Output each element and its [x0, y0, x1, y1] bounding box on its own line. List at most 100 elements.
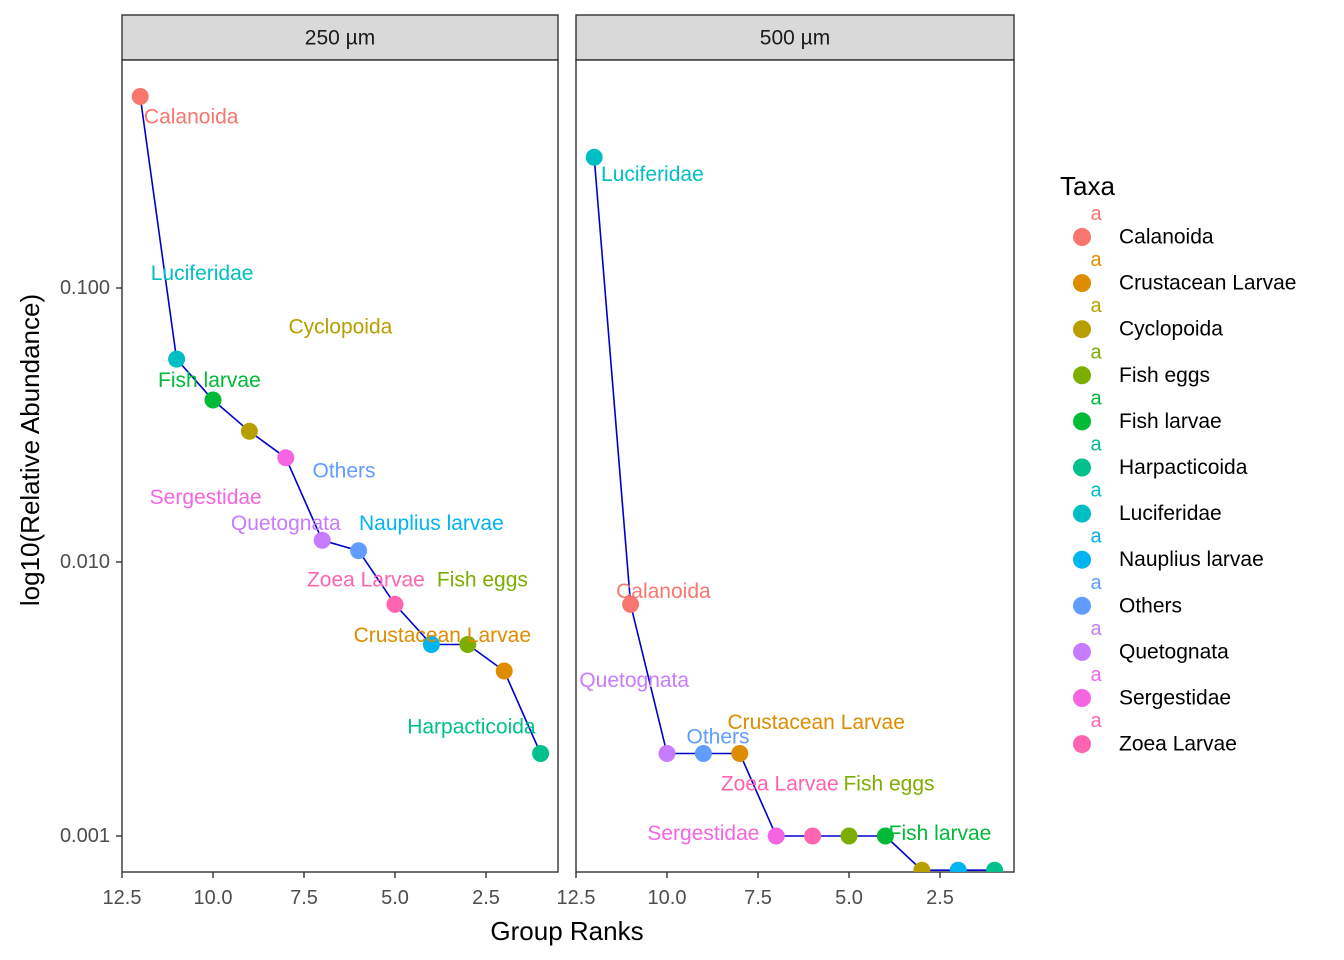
- point-others-250-m: [350, 542, 368, 560]
- point-crustacean-larvae-250-m: [495, 662, 513, 680]
- point-label-zoea-larvae-500-m: Zoea Larvae: [721, 772, 839, 795]
- y-tick-label-0: 0.100: [60, 277, 110, 299]
- legend-key-glyph-others: a: [1090, 572, 1102, 594]
- strip-500um: [575, 14, 1015, 61]
- point-label-sergestidae-500-m: Sergestidae: [647, 822, 759, 845]
- legend-entry-cyclopoida: a Cyclopoida: [1073, 295, 1223, 341]
- point-label-crustacean-larvae-250-m: Crustacean Larvae: [354, 624, 531, 647]
- point-fish-eggs-500-m: [840, 827, 858, 845]
- point-label-fish-larvae-250-m: Fish larvae: [158, 369, 261, 392]
- plot-area-250um: [121, 59, 559, 873]
- legend-entry-fish-larvae: a Fish larvae: [1073, 387, 1222, 433]
- point-zoea-larvae-500-m: [804, 827, 822, 845]
- legend-swatch-quetognata: [1073, 642, 1091, 661]
- legend-label-harpacticoida: Harpacticoida: [1119, 456, 1248, 479]
- y-axis-title: log10(Relative Abundance): [15, 294, 45, 606]
- point-label-others-250-m: Others: [312, 459, 375, 482]
- point-fish-larvae-250-m: [204, 391, 222, 409]
- legend-key-glyph-fish-eggs: a: [1090, 341, 1102, 363]
- point-quetognata-500-m: [658, 745, 676, 762]
- x-tick-label-500-m-4: 2.5: [926, 887, 954, 909]
- legend-swatch-others: [1073, 596, 1091, 615]
- point-quetognata-250-m: [313, 531, 331, 549]
- legend-swatch-harpacticoida: [1073, 458, 1091, 477]
- panel-clip-250-m: Calanoida Luciferidae Cyclopoida Fish larva…: [131, 88, 550, 762]
- legend-entry-nauplius-larvae: a Nauplius larvae: [1073, 526, 1264, 571]
- point-nauplius-larvae-250-m: [422, 636, 440, 653]
- legend-entry-others: a Others: [1073, 572, 1182, 617]
- y-tick-label-2: 0.001: [60, 825, 110, 847]
- point-harpacticoida-500-m: [986, 861, 1004, 872]
- x-tick-label-250-m-1: 10.0: [194, 887, 233, 909]
- point-label-fish-larvae-500-m: Fish larvae: [889, 822, 992, 845]
- point-label-cyclopoida-250-m: Cyclopoida: [288, 316, 392, 339]
- point-label-luciferidae-250-m: Luciferidae: [151, 262, 254, 285]
- legend-swatch-crustacean-larvae: [1073, 274, 1091, 293]
- point-label-calanoida-250-m: Calanoida: [144, 106, 239, 129]
- x-tick-label-250-m-2: 7.5: [290, 887, 318, 909]
- legend-label-fish-larvae: Fish larvae: [1119, 410, 1222, 433]
- point-label-fish-eggs-500-m: Fish eggs: [843, 772, 934, 795]
- legend-label-quetognata: Quetognata: [1119, 640, 1229, 663]
- strip-label-250um: 250 µm: [305, 27, 375, 50]
- point-fish-eggs-250-m: [459, 636, 477, 653]
- legend-key-glyph-nauplius-larvae: a: [1090, 526, 1102, 548]
- legend-swatch-luciferidae: [1073, 504, 1091, 523]
- axes: 12.5 10.0 7.5 5.0 2.5 12.5 10.0 7.5 5.0 2.5 0.100 0…: [60, 277, 954, 909]
- legend-title: Taxa: [1060, 171, 1115, 201]
- point-label-luciferidae-500-m: Luciferidae: [601, 163, 704, 186]
- legend-entry-calanoida: a Calanoida: [1073, 203, 1214, 249]
- panel-500um-marks: Luciferidae Calanoida Quetognata Crustacean…: [579, 148, 1004, 872]
- legend-swatch-fish-larvae: [1073, 412, 1091, 431]
- legend-key-glyph-zoea-larvae: a: [1090, 710, 1102, 732]
- legend-key-glyph-cyclopoida: a: [1090, 295, 1102, 317]
- panel-500um: 500 µm Luciferidae Calanoida Quetognata Cru…: [575, 14, 1015, 873]
- point-cyclopoida-250-m: [240, 422, 258, 440]
- legend-label-zoea-larvae: Zoea Larvae: [1119, 733, 1237, 756]
- point-luciferidae-500-m: [585, 148, 603, 166]
- legend-swatch-fish-eggs: [1073, 366, 1091, 385]
- point-zoea-larvae-250-m: [386, 595, 404, 613]
- point-label-quetognata-500-m: Quetognata: [579, 669, 689, 692]
- point-label-fish-eggs-250-m: Fish eggs: [437, 568, 528, 591]
- point-luciferidae-250-m: [168, 350, 186, 368]
- legend: Taxa a Calanoida a Crustacean Larvae a Cyclop…: [1060, 171, 1296, 756]
- legend-label-calanoida: Calanoida: [1119, 226, 1214, 249]
- point-label-others-500-m: Others: [686, 725, 749, 748]
- legend-label-sergestidae: Sergestidae: [1119, 687, 1231, 710]
- x-tick-label-500-m-0: 12.5: [557, 887, 596, 909]
- strip-250um: [121, 14, 559, 61]
- point-nauplius-larvae-500-m: [949, 861, 967, 872]
- legend-swatch-calanoida: [1073, 228, 1091, 246]
- legend-label-luciferidae: Luciferidae: [1119, 502, 1222, 525]
- point-label-harpacticoida-250-m: Harpacticoida: [407, 716, 536, 739]
- x-tick-label-250-m-4: 2.5: [472, 887, 500, 909]
- y-tick-label-1: 0.010: [60, 551, 110, 573]
- legend-key-glyph-crustacean-larvae: a: [1090, 249, 1102, 271]
- legend-label-cyclopoida: Cyclopoida: [1119, 318, 1223, 341]
- point-label-calanoida-500-m: Calanoida: [616, 580, 711, 603]
- legend-key-glyph-harpacticoida: a: [1090, 434, 1102, 456]
- x-tick-label-500-m-2: 7.5: [744, 887, 772, 909]
- point-label-crustacean-larvae-500-m: Crustacean Larvae: [727, 711, 904, 734]
- point-cyclopoida-500-m: [913, 861, 931, 872]
- legend-label-others: Others: [1119, 594, 1182, 617]
- point-label-zoea-larvae-250-m: Zoea Larvae: [307, 568, 425, 591]
- x-tick-label-500-m-3: 5.0: [835, 887, 863, 909]
- point-crustacean-larvae-500-m: [731, 745, 749, 762]
- legend-swatch-sergestidae: [1073, 689, 1091, 707]
- point-label-nauplius-larvae-250-m: Nauplius larvae: [359, 512, 504, 535]
- legend-label-crustacean-larvae: Crustacean Larvae: [1119, 272, 1296, 295]
- legend-entry-luciferidae: a Luciferidae: [1073, 480, 1222, 525]
- legend-entry-quetognata: a Quetognata: [1073, 618, 1229, 663]
- panel-clip-500-m: Luciferidae Calanoida Quetognata Crustacean…: [579, 148, 1004, 872]
- legend-key-glyph-calanoida: a: [1090, 203, 1102, 225]
- point-label-quetognata-250-m: Quetognata: [231, 512, 341, 535]
- point-fish-larvae-500-m: [876, 827, 894, 845]
- point-harpacticoida-250-m: [532, 745, 550, 762]
- legend-key-glyph-quetognata: a: [1090, 618, 1102, 640]
- legend-label-fish-eggs: Fish eggs: [1119, 364, 1210, 387]
- panel-250um-marks: Calanoida Luciferidae Cyclopoida Fish larva…: [131, 88, 550, 762]
